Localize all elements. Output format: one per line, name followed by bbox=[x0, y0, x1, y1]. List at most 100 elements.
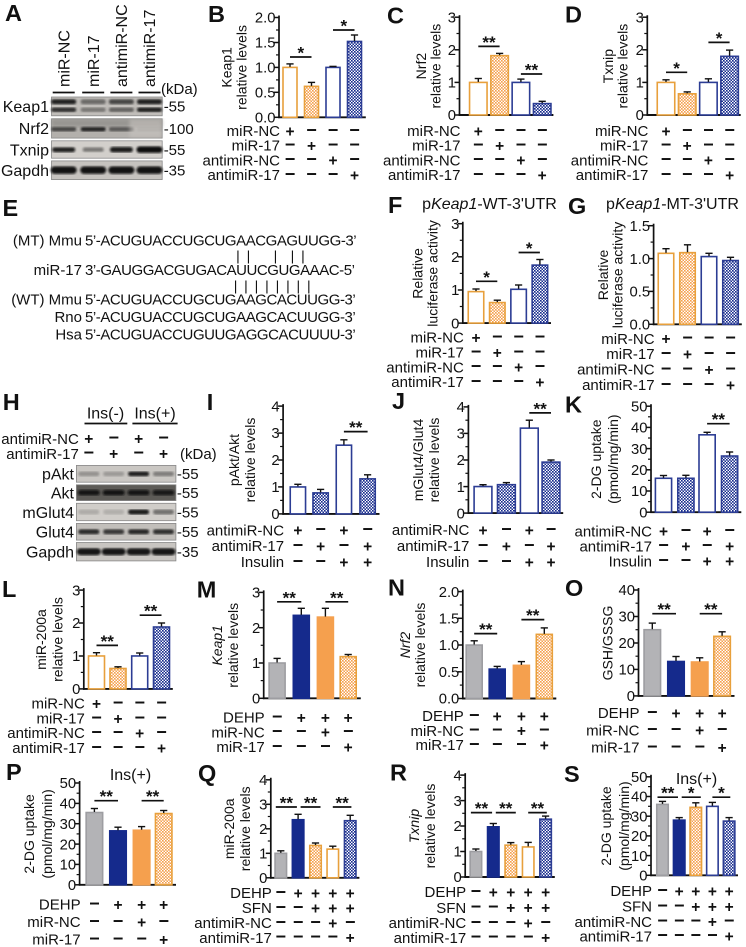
svg-text:**: ** bbox=[479, 620, 493, 639]
svg-text:Glut4: Glut4 bbox=[36, 525, 74, 542]
svg-text:+: + bbox=[704, 153, 713, 170]
svg-text:−: − bbox=[647, 736, 658, 756]
svg-text:−: − bbox=[471, 881, 482, 901]
svg-text:−: − bbox=[134, 737, 145, 757]
svg-text:|: | bbox=[244, 278, 248, 294]
svg-text:+: + bbox=[540, 737, 549, 754]
svg-text:1: 1 bbox=[252, 656, 260, 672]
svg-text:antimiR-NC: antimiR-NC bbox=[207, 522, 285, 539]
svg-text:H: H bbox=[3, 389, 20, 415]
svg-text:*: * bbox=[483, 268, 490, 287]
svg-text:−: − bbox=[469, 720, 480, 740]
svg-text:|: | bbox=[236, 248, 240, 264]
svg-text:+: + bbox=[726, 377, 735, 394]
svg-text:−: − bbox=[671, 719, 682, 739]
svg-text:**: ** bbox=[533, 399, 547, 418]
svg-text:+: + bbox=[350, 167, 359, 184]
svg-text:−: − bbox=[276, 927, 287, 947]
svg-text:3: 3 bbox=[636, 10, 644, 26]
svg-text:1: 1 bbox=[271, 480, 279, 496]
svg-text:−: − bbox=[492, 720, 503, 740]
svg-text:−: − bbox=[506, 912, 517, 932]
svg-text:1.0: 1.0 bbox=[439, 638, 460, 654]
svg-text:−: − bbox=[471, 356, 482, 376]
svg-text:+: + bbox=[297, 710, 306, 727]
svg-text:−: − bbox=[725, 343, 736, 363]
svg-text:DEHP: DEHP bbox=[230, 885, 272, 902]
svg-text:antimiR-17: antimiR-17 bbox=[12, 740, 85, 757]
svg-text:−: − bbox=[537, 135, 548, 155]
svg-text:−: − bbox=[537, 120, 548, 140]
svg-text:−: − bbox=[703, 135, 714, 155]
svg-text:+: + bbox=[363, 538, 372, 555]
svg-text:2: 2 bbox=[72, 616, 80, 632]
svg-text:−: − bbox=[535, 341, 546, 361]
svg-text:+: + bbox=[159, 897, 168, 914]
svg-text:+: + bbox=[328, 153, 337, 170]
svg-text:1: 1 bbox=[451, 283, 459, 299]
svg-text:Gapdh: Gapdh bbox=[26, 545, 74, 562]
svg-text:2-DG uptake: 2-DG uptake bbox=[21, 794, 37, 874]
svg-text:+: + bbox=[113, 897, 122, 914]
svg-text:antimiR-17: antimiR-17 bbox=[582, 377, 655, 394]
svg-text:+: + bbox=[681, 539, 690, 556]
svg-text:0: 0 bbox=[451, 316, 459, 332]
svg-text:−: − bbox=[492, 356, 503, 376]
svg-text:−: − bbox=[703, 120, 714, 140]
svg-text:+: + bbox=[294, 886, 303, 903]
svg-text:40: 40 bbox=[619, 583, 635, 599]
svg-text:relative levels: relative levels bbox=[234, 25, 250, 110]
svg-text:+: + bbox=[708, 884, 717, 901]
svg-text:+: + bbox=[285, 123, 294, 140]
svg-text:antimiR-17: antimiR-17 bbox=[142, 10, 159, 87]
svg-text:|: | bbox=[274, 248, 278, 264]
svg-text:−: − bbox=[296, 736, 307, 756]
svg-text:+: + bbox=[495, 138, 504, 155]
svg-text:+: + bbox=[541, 900, 550, 917]
svg-text:10: 10 bbox=[60, 858, 76, 874]
svg-text:+: + bbox=[516, 153, 525, 170]
svg-text:1: 1 bbox=[259, 847, 267, 863]
svg-text:-55: -55 bbox=[177, 504, 199, 521]
svg-text:−: − bbox=[285, 149, 296, 169]
svg-text:A: A bbox=[5, 0, 22, 26]
svg-text:+: + bbox=[339, 523, 348, 540]
svg-text:O: O bbox=[565, 575, 583, 601]
svg-text:−: − bbox=[285, 164, 296, 184]
svg-text:antimiR-17: antimiR-17 bbox=[199, 930, 272, 947]
svg-text:−: − bbox=[113, 911, 124, 931]
svg-text:antimiR-NC: antimiR-NC bbox=[571, 152, 649, 169]
svg-text:antimiR-NC: antimiR-NC bbox=[577, 362, 655, 379]
svg-text:−: − bbox=[473, 135, 484, 155]
svg-text:−: − bbox=[272, 721, 283, 741]
svg-text:−: − bbox=[156, 722, 167, 742]
svg-text:+: + bbox=[708, 899, 717, 916]
svg-text:−: − bbox=[471, 912, 482, 932]
svg-text:**: ** bbox=[475, 799, 489, 818]
svg-text:−: − bbox=[704, 343, 715, 363]
svg-text:−: − bbox=[691, 925, 702, 945]
svg-text:0.0: 0.0 bbox=[439, 692, 460, 708]
svg-text:Nrf2: Nrf2 bbox=[397, 632, 413, 659]
svg-text:0: 0 bbox=[639, 869, 647, 885]
svg-text:K: K bbox=[565, 391, 582, 417]
svg-text:Insulin: Insulin bbox=[426, 554, 469, 571]
svg-text:−: − bbox=[694, 736, 705, 756]
svg-text:−: − bbox=[682, 164, 693, 184]
svg-text:relative levels: relative levels bbox=[428, 24, 444, 109]
svg-text:+: + bbox=[514, 360, 523, 377]
svg-text:−: − bbox=[682, 120, 693, 140]
svg-text:antimiR-17: antimiR-17 bbox=[579, 538, 652, 555]
svg-text:−: − bbox=[492, 327, 503, 347]
svg-text:+: + bbox=[691, 899, 700, 916]
svg-text:−: − bbox=[658, 535, 669, 555]
svg-text:|: | bbox=[286, 278, 290, 294]
svg-text:3: 3 bbox=[457, 427, 465, 443]
svg-text:+: + bbox=[493, 708, 502, 725]
svg-text:−: − bbox=[89, 893, 100, 913]
svg-text:50: 50 bbox=[631, 770, 647, 786]
svg-text:30: 30 bbox=[631, 809, 647, 825]
svg-text:G: G bbox=[568, 193, 586, 219]
svg-text:|: | bbox=[276, 278, 280, 294]
svg-text:+: + bbox=[546, 554, 555, 571]
